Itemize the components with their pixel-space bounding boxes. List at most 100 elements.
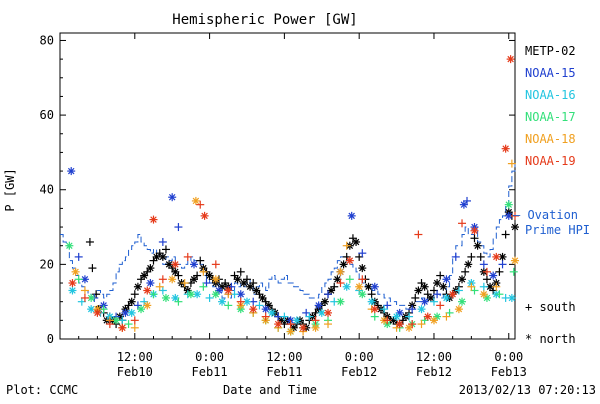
marker-star-ray bbox=[206, 272, 213, 279]
marker-star-ray bbox=[359, 290, 366, 298]
marker-star-ray bbox=[144, 302, 151, 309]
marker-star-ray bbox=[187, 290, 195, 298]
y-tick-label: 40 bbox=[40, 183, 54, 197]
marker-star-ray bbox=[69, 279, 76, 287]
marker-star-ray bbox=[234, 276, 241, 283]
marker-star-ray bbox=[355, 283, 363, 291]
point-noaa-16-south bbox=[255, 301, 264, 310]
point-noaa-19-south bbox=[358, 275, 367, 284]
point-noaa-19-north bbox=[448, 290, 457, 299]
point-metp-02-south bbox=[467, 252, 476, 261]
marker-star-ray bbox=[162, 294, 170, 302]
marker-star-ray bbox=[190, 276, 198, 283]
point-noaa-19-south bbox=[436, 301, 445, 310]
marker-star-ray bbox=[237, 290, 245, 298]
point-noaa-19-south bbox=[286, 320, 295, 329]
marker-star-ray bbox=[327, 287, 335, 294]
marker-star-ray bbox=[334, 276, 341, 283]
point-metp-02-south bbox=[476, 252, 485, 261]
marker-star-ray bbox=[371, 283, 379, 291]
point-noaa-17-south bbox=[509, 267, 518, 276]
marker-star-ray bbox=[321, 298, 329, 305]
marker-star-ray bbox=[471, 227, 478, 235]
marker-star-ray bbox=[318, 309, 326, 317]
marker-star-ray bbox=[94, 309, 101, 317]
marker-star-ray bbox=[153, 253, 160, 261]
point-metp-02-north bbox=[420, 282, 429, 291]
x-tick-sublabel: Feb11 bbox=[266, 365, 302, 379]
point-noaa-17-north bbox=[186, 290, 195, 299]
point-noaa-15-north bbox=[121, 308, 130, 317]
footer-left: Plot: CCMC bbox=[6, 383, 78, 397]
point-noaa-18-north bbox=[191, 196, 200, 205]
x-tick-label: 12:00 bbox=[266, 350, 302, 364]
point-noaa-19-north bbox=[345, 256, 354, 265]
point-noaa-19-north bbox=[501, 144, 510, 153]
plot-area: 02040608012:00Feb100:00Feb1112:00Feb110:… bbox=[40, 32, 527, 379]
point-noaa-19-south bbox=[211, 260, 220, 269]
point-metp-02-south bbox=[249, 279, 258, 288]
marker-star-ray bbox=[499, 253, 506, 261]
x-tick-label: 12:00 bbox=[416, 350, 452, 364]
point-noaa-16-north bbox=[367, 297, 376, 306]
point-noaa-15-north bbox=[347, 211, 356, 220]
point-metp-02-south bbox=[436, 271, 445, 280]
marker-star-ray bbox=[507, 55, 514, 63]
legend-south-marker: + south bbox=[525, 300, 576, 314]
x-tick-sublabel: Feb11 bbox=[192, 365, 228, 379]
point-metp-02-north bbox=[127, 297, 136, 306]
x-tick-label: 0:00 bbox=[345, 350, 374, 364]
point-metp-02-north bbox=[473, 241, 482, 250]
marker-star-ray bbox=[505, 212, 513, 220]
point-noaa-18-north bbox=[429, 316, 438, 325]
marker-star-ray bbox=[293, 317, 301, 324]
marker-star-ray bbox=[502, 145, 509, 152]
point-noaa-18-north bbox=[286, 327, 295, 336]
point-metp-02-north bbox=[511, 223, 519, 232]
marker-star-ray bbox=[348, 212, 355, 220]
point-metp-02-north bbox=[190, 275, 199, 284]
point-noaa-18-south bbox=[199, 267, 208, 276]
point-noaa-18-south bbox=[507, 159, 516, 168]
point-metp-02-north bbox=[352, 237, 361, 246]
point-metp-02-south bbox=[130, 290, 139, 299]
marker-star-ray bbox=[474, 242, 481, 249]
marker-star-ray bbox=[165, 261, 173, 268]
plot-frame bbox=[59, 32, 516, 340]
point-metp-02-north bbox=[158, 252, 167, 261]
point-noaa-16-north bbox=[417, 305, 426, 314]
point-metp-02-north bbox=[146, 264, 155, 273]
marker-star-ray bbox=[253, 287, 260, 294]
marker-star-ray bbox=[508, 294, 516, 302]
point-noaa-18-south bbox=[467, 282, 476, 291]
point-noaa-16-south bbox=[380, 305, 389, 314]
marker-star-ray bbox=[147, 264, 154, 272]
point-metp-02-north bbox=[458, 275, 467, 284]
legend-entry: METP-02 bbox=[525, 44, 576, 58]
point-noaa-19-north bbox=[143, 286, 152, 295]
point-noaa-15-north bbox=[459, 200, 468, 209]
marker-star-ray bbox=[134, 283, 142, 291]
point-noaa-19-south bbox=[482, 267, 491, 276]
point-noaa-18-north bbox=[311, 323, 320, 332]
point-noaa-19-south bbox=[183, 252, 192, 261]
marker-star-ray bbox=[346, 257, 354, 264]
marker-star-ray bbox=[144, 287, 151, 294]
legend-entry: NOAA-18 bbox=[525, 132, 576, 146]
point-noaa-16-south bbox=[405, 312, 414, 321]
point-noaa-17-north bbox=[65, 241, 74, 250]
point-noaa-17-south bbox=[174, 297, 183, 306]
point-noaa-16-north bbox=[267, 308, 276, 317]
marker-star-ray bbox=[493, 253, 500, 261]
point-noaa-18-south bbox=[342, 241, 351, 250]
point-noaa-18-north bbox=[479, 290, 488, 299]
marker-star-ray bbox=[225, 287, 232, 294]
legend-north-marker: * north bbox=[525, 332, 576, 346]
marker-star-ray bbox=[168, 276, 176, 283]
point-noaa-19-north bbox=[470, 226, 479, 235]
marker-star-ray bbox=[337, 268, 344, 276]
point-metp-02-north bbox=[464, 260, 473, 269]
point-noaa-18-north bbox=[336, 267, 345, 276]
point-noaa-19-south bbox=[408, 320, 417, 329]
point-noaa-17-north bbox=[336, 297, 345, 306]
